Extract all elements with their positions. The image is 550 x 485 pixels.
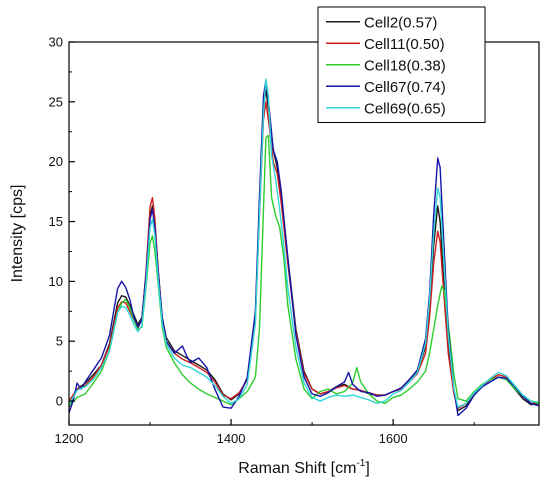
y-tick-label: 30 [49,35,63,50]
y-tick-label: 0 [56,394,63,409]
axes-layer: 1200 1400 1600 0 5 10 15 20 25 30 [49,35,540,446]
x-tick-label: 1400 [217,431,246,446]
series-line-4 [68,79,540,417]
x-tick-label: 1600 [379,431,408,446]
legend-label-3: Cell18(0.38) [364,57,446,74]
x-axis-title-superscript: -1 [356,458,365,469]
y-tick-label: 5 [56,334,63,349]
plot-frame [68,41,540,426]
x-axis-title-suffix: ] [365,460,369,477]
y-axis-title: Intensity [cps] [9,185,26,283]
y-tick-label: 25 [49,94,63,109]
y-tick-label: 20 [49,154,63,169]
x-axis-title: Raman Shift [cm-1] [238,458,370,477]
x-tick-label: 1200 [55,431,84,446]
series-layer [68,78,540,417]
legend-label-4: Cell67(0.74) [364,79,446,96]
legend: Cell2(0.57) Cell11(0.50) Cell18(0.38) Cell6… [317,6,486,123]
y-tick-label: 15 [49,214,63,229]
legend-label-1: Cell2(0.57) [364,14,437,31]
legend-label-5: Cell69(0.65) [364,100,446,117]
legend-label-2: Cell11(0.50) [364,36,445,53]
series-line-5 [68,78,540,408]
y-tick-label: 10 [49,274,63,289]
x-axis-title-main: Raman Shift [cm [238,460,356,477]
